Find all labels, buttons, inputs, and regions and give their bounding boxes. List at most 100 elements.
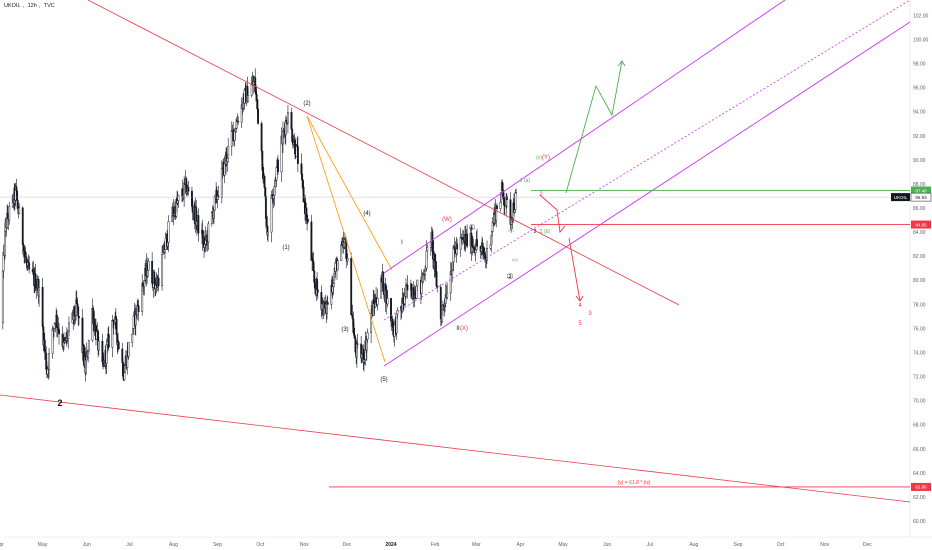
x-tick-label: May xyxy=(558,542,568,548)
candle-body xyxy=(164,249,166,254)
fib-fan-line xyxy=(306,115,393,271)
candle-body xyxy=(38,287,41,297)
x-tick-label: Oct xyxy=(777,542,785,548)
wave-label: 1 xyxy=(520,178,523,184)
candle-body xyxy=(476,239,478,247)
wave-label: (4) xyxy=(363,211,370,217)
candle-body xyxy=(18,207,21,215)
x-tick-label: Sep xyxy=(734,542,743,548)
y-tick-label: 96.00 xyxy=(913,86,926,92)
price-line-label: 84.65 xyxy=(915,222,927,227)
price-line-label: 62.86 xyxy=(915,485,927,490)
last-price-tag xyxy=(910,192,932,202)
wave-label: (Y) xyxy=(542,155,550,161)
y-tick-label: 72.00 xyxy=(913,375,926,381)
wave-label: (W) xyxy=(442,217,452,223)
wave-label: 4 xyxy=(578,303,582,309)
candle-body xyxy=(187,187,190,192)
candle-body xyxy=(453,246,456,250)
wave-label: ② xyxy=(506,272,513,281)
candle-body xyxy=(68,322,70,332)
price-line-tag xyxy=(911,186,931,195)
x-tick-label: Feb xyxy=(431,542,440,548)
candle-body xyxy=(290,112,293,130)
candle-body xyxy=(257,108,259,124)
x-tick-label: Dec xyxy=(342,542,351,548)
candle-body xyxy=(256,99,259,110)
x-tick-label: Sep xyxy=(213,542,222,548)
wave-label: (b) xyxy=(544,229,550,235)
symbol-tag xyxy=(891,193,910,202)
price-line-label: 87.48 xyxy=(915,188,927,193)
candle-body xyxy=(310,221,313,261)
candle-body xyxy=(131,333,134,343)
y-tick-label: 80.00 xyxy=(913,278,926,284)
wave-label: 2 xyxy=(534,229,537,235)
candle-body xyxy=(235,120,238,129)
y-tick-label: 98.00 xyxy=(913,62,926,68)
candle-body xyxy=(496,205,498,209)
y-tick-label: 82.00 xyxy=(913,254,926,260)
candle-body xyxy=(87,340,90,352)
wave-label: (X) xyxy=(460,326,468,332)
y-tick-label: 76.00 xyxy=(913,326,926,332)
candle-body xyxy=(207,223,210,243)
candle-body xyxy=(486,248,488,261)
candle-body xyxy=(77,306,80,317)
candle-body xyxy=(217,195,220,198)
candle-body xyxy=(43,339,46,351)
candle-body xyxy=(161,252,164,255)
candle-body xyxy=(161,254,164,286)
wave-label: (v) xyxy=(536,155,542,161)
candle-body xyxy=(247,95,250,102)
y-tick-label: 64.00 xyxy=(913,471,926,477)
candle-body xyxy=(350,258,353,315)
candle-body xyxy=(436,285,439,288)
wave-label: 5 xyxy=(578,321,582,327)
candle-body xyxy=(260,123,263,152)
candle-body xyxy=(1,270,4,323)
price-axis-panel xyxy=(910,0,932,550)
x-tick-label: Jun xyxy=(603,542,611,548)
lower-trendline xyxy=(0,394,911,503)
candles xyxy=(1,68,518,382)
candle-body xyxy=(466,233,469,247)
bull-projection-arrow xyxy=(617,60,626,67)
candle-body xyxy=(127,342,130,357)
wave-label: (a) xyxy=(524,178,530,184)
candle-body xyxy=(515,192,518,194)
candle-body xyxy=(8,206,11,221)
bear-impulse-arrow xyxy=(575,295,584,302)
wave-label: ① xyxy=(468,223,475,232)
candle-body xyxy=(55,314,58,328)
channel-upper-line xyxy=(383,0,786,274)
wave-label: (1) xyxy=(282,245,289,251)
candle-body xyxy=(376,298,379,306)
x-tick-label: May xyxy=(38,542,48,548)
y-tick-label: 78.00 xyxy=(913,302,926,308)
channel-lower-line xyxy=(383,21,911,367)
y-tick-label: 84.00 xyxy=(913,230,926,236)
wave-label: (2) xyxy=(303,101,310,107)
x-tick-label: Mar xyxy=(472,542,481,548)
wave-label: 2 xyxy=(57,398,62,408)
candle-body xyxy=(97,340,100,351)
y-tick-label: 60.00 xyxy=(913,519,926,525)
candle-body xyxy=(28,262,31,270)
wave-label: (5) xyxy=(380,377,387,383)
candle-body xyxy=(505,196,508,200)
x-tick-label: Aug xyxy=(689,542,698,548)
candle-body xyxy=(137,305,140,312)
candle-body xyxy=(107,334,110,348)
wave-label: 3 xyxy=(588,311,592,317)
candle-body xyxy=(77,316,80,319)
y-tick-label: 74.00 xyxy=(913,350,926,356)
candle-body xyxy=(21,207,24,246)
x-tick-label: Nov xyxy=(820,542,829,548)
candle-body xyxy=(301,173,304,181)
bear-projection-path xyxy=(539,194,566,234)
candle-body xyxy=(336,260,339,271)
interval-label: 12h xyxy=(27,3,37,9)
